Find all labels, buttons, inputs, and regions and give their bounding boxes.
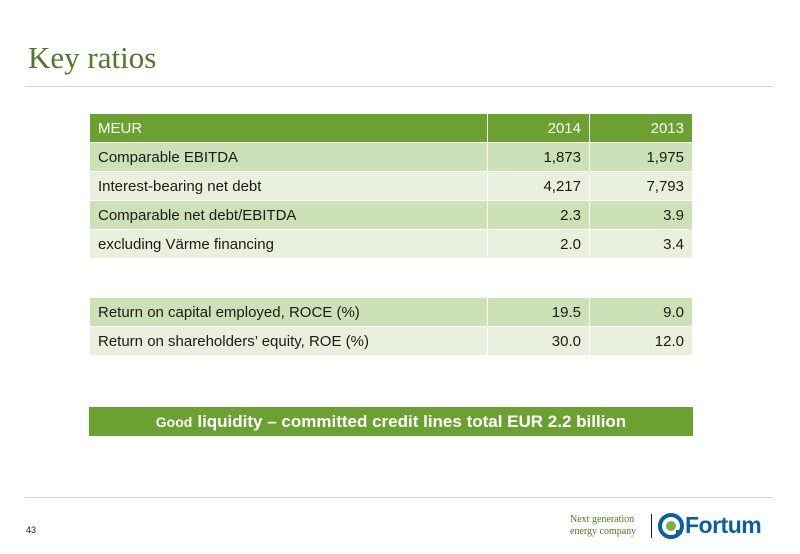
title-divider (25, 86, 773, 87)
value-2014: 1,873 (487, 142, 590, 172)
header-unit: MEUR (89, 113, 488, 143)
logo-divider (651, 514, 652, 538)
value-2013: 3.9 (589, 200, 693, 230)
row-label: Comparable EBITDA (89, 142, 488, 172)
value-2013: 3.4 (589, 229, 693, 259)
header-year-2013: 2013 (589, 113, 693, 143)
header-year-2014: 2014 (487, 113, 590, 143)
value-2014: 4,217 (487, 171, 590, 201)
row-label: Return on shareholders’ equity, ROE (%) (89, 326, 488, 356)
page-title: Key ratios (28, 40, 157, 75)
table-row: Comparable EBITDA 1,873 1,975 (89, 142, 693, 172)
page-number: 43 (26, 525, 37, 535)
banner-lead: Good (155, 413, 193, 430)
returns-table: Return on capital employed, ROCE (%) 19.… (89, 297, 693, 356)
table-row: Interest-bearing net debt 4,217 7,793 (89, 171, 693, 201)
banner-text: liquidity – committed credit lines total… (197, 411, 627, 431)
company-logo: Fortum (658, 512, 762, 539)
row-label: Comparable net debt/EBITDA (89, 200, 488, 230)
tagline-line-2: energy company (570, 526, 637, 537)
value-2014: 2.0 (487, 229, 590, 259)
table-row: Comparable net debt/EBITDA 2.3 3.9 (89, 200, 693, 230)
value-2013: 9.0 (589, 297, 693, 327)
value-2013: 7,793 (589, 171, 693, 201)
key-ratios-table: MEUR 2014 2013 Comparable EBITDA 1,873 1… (89, 113, 693, 259)
table-row: Return on capital employed, ROCE (%) 19.… (89, 297, 693, 327)
row-label: Return on capital employed, ROCE (%) (89, 297, 488, 327)
value-2013: 12.0 (589, 326, 693, 356)
value-2014: 30.0 (487, 326, 590, 356)
row-label: excluding Värme financing (89, 229, 488, 259)
fortum-logo-icon (658, 512, 684, 539)
footer-divider (25, 497, 773, 498)
value-2013: 1,975 (589, 142, 693, 172)
table-header-row: MEUR 2014 2013 (89, 113, 693, 143)
tagline-line-1: Next generation (570, 514, 635, 525)
liquidity-banner: Good liquidity – committed credit lines … (89, 407, 693, 436)
value-2014: 2.3 (487, 200, 590, 230)
row-label: Interest-bearing net debt (89, 171, 488, 201)
company-tagline: Next generation energy company (570, 514, 650, 538)
table-row: excluding Värme financing 2.0 3.4 (89, 229, 693, 259)
value-2014: 19.5 (487, 297, 590, 327)
logo-wordmark: Fortum (685, 512, 762, 538)
table-row: Return on shareholders’ equity, ROE (%) … (89, 326, 693, 356)
